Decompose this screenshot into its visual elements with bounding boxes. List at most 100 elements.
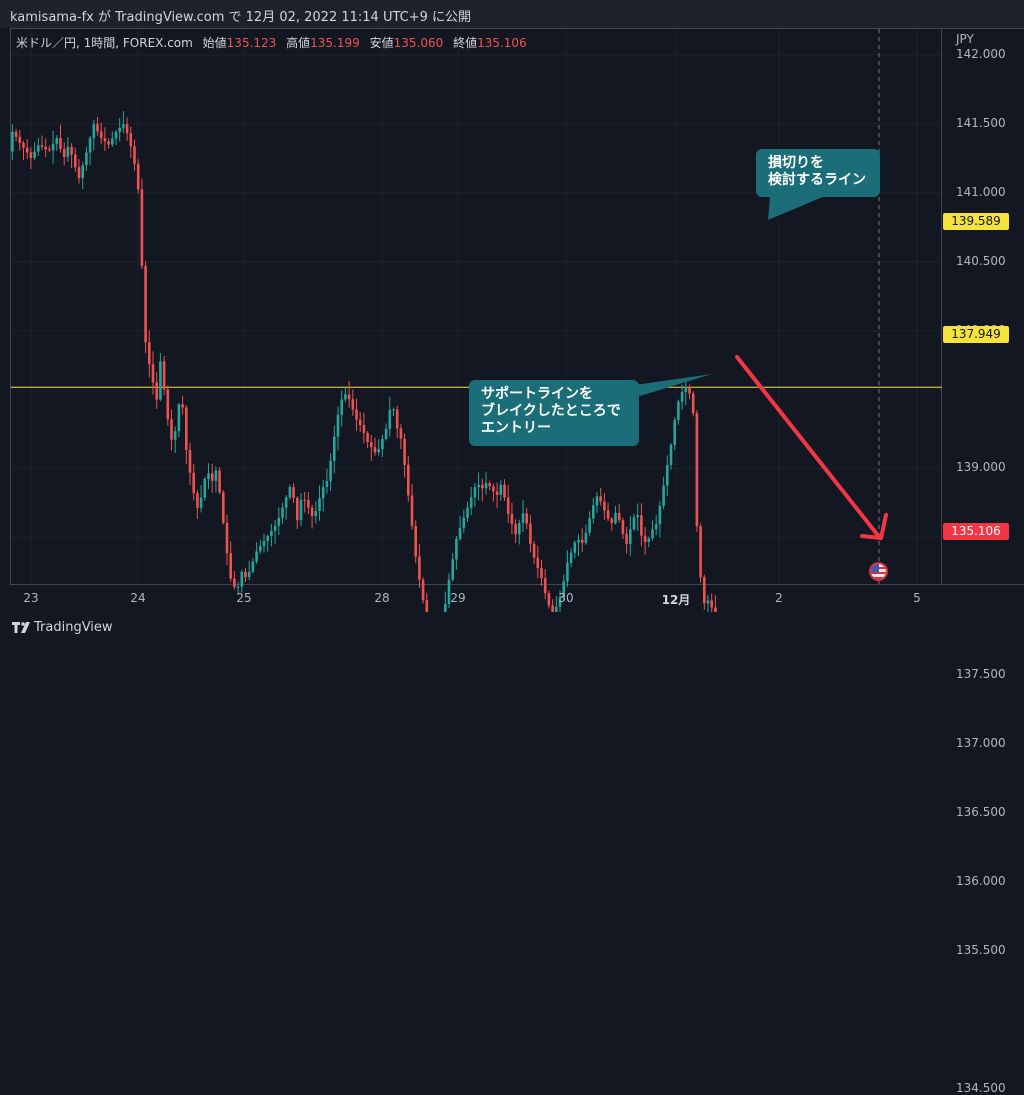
- callout-line: サポートラインを: [481, 386, 593, 402]
- candle-body: [192, 472, 195, 494]
- candle-body: [207, 473, 210, 479]
- candle-body: [373, 447, 377, 453]
- candle-body: [273, 525, 277, 531]
- candle-body: [703, 577, 706, 604]
- candle-body: [536, 557, 540, 568]
- down-arrow-head: [860, 513, 888, 540]
- tradingview-logo-icon: [12, 622, 30, 633]
- candle-body: [185, 407, 188, 451]
- candle-body: [148, 342, 151, 365]
- candle-body: [344, 394, 347, 400]
- candle-body: [399, 428, 403, 439]
- candle-body: [695, 413, 699, 527]
- close-value: 135.106: [477, 36, 527, 50]
- candle-body: [173, 431, 177, 440]
- candle-body: [451, 559, 454, 580]
- candle-body: [44, 146, 47, 150]
- candle-body: [170, 419, 173, 440]
- candle-body: [177, 404, 181, 432]
- candle-body: [325, 481, 329, 488]
- entry-callout[interactable]: サポートラインを ブレイクしたところで エントリー: [469, 380, 639, 446]
- candle-body: [510, 513, 514, 525]
- x-tick-label: 12月: [661, 593, 691, 607]
- candle-body: [351, 399, 355, 410]
- candle-body: [506, 497, 510, 514]
- candle-body: [662, 485, 665, 506]
- candles: [11, 110, 721, 643]
- candle-body: [621, 520, 625, 534]
- candle-body: [543, 578, 547, 594]
- plot-area[interactable]: [10, 28, 942, 585]
- candle-body: [355, 409, 358, 420]
- candle-body: [392, 409, 395, 411]
- candle-body: [666, 465, 669, 486]
- y-tick-label: 137.000: [956, 736, 1006, 750]
- candle-body: [529, 523, 532, 544]
- us-flag-icon[interactable]: [869, 562, 888, 581]
- open-label: 始値: [202, 36, 227, 50]
- close-label: 終値: [453, 36, 478, 50]
- candle-body: [199, 497, 203, 508]
- candle-body: [592, 505, 595, 519]
- candle-body: [425, 600, 429, 621]
- candle-body: [518, 522, 521, 535]
- candle-body: [347, 394, 351, 400]
- candle-body: [140, 189, 144, 266]
- candle-body: [136, 163, 140, 190]
- candle-body: [710, 600, 713, 608]
- candle-body: [629, 529, 632, 544]
- candle-body: [540, 567, 543, 579]
- candle-body: [688, 386, 691, 394]
- candle-body: [48, 149, 51, 151]
- candle-body: [85, 152, 88, 166]
- entry-callout-pointer: [628, 374, 712, 396]
- candle-body: [503, 484, 506, 498]
- publish-bar: kamisama-fx が TradingView.com で 12月 02, …: [0, 0, 1024, 28]
- candle-body: [377, 449, 380, 453]
- candle-body: [469, 497, 473, 508]
- grid-lines: [11, 29, 941, 584]
- candle-body: [551, 605, 554, 612]
- candle-body: [66, 146, 70, 157]
- candle-body: [562, 581, 565, 598]
- candle-body: [107, 141, 110, 145]
- candle-body: [222, 492, 225, 523]
- candle-body: [569, 552, 573, 563]
- callout-line: 損切りを: [768, 155, 824, 171]
- currency-label: JPY: [956, 32, 974, 46]
- candle-body: [488, 483, 491, 487]
- candle-body: [455, 538, 458, 560]
- y-tick-label: 137.500: [956, 667, 1006, 682]
- candle-body: [33, 151, 36, 159]
- candle-body: [680, 392, 684, 402]
- candle-body: [384, 428, 388, 439]
- callout-line: 検討するライン: [768, 172, 866, 188]
- candle-body: [151, 364, 155, 383]
- candle-body: [651, 529, 654, 539]
- stop-loss-callout[interactable]: 損切りを 検討するライン: [756, 149, 880, 197]
- candle-body: [421, 579, 425, 601]
- candle-body: [88, 138, 92, 153]
- candle-body: [573, 542, 577, 553]
- candle-body: [395, 409, 399, 429]
- candle-body: [247, 571, 251, 577]
- low-label: 安値: [369, 36, 394, 50]
- price-axis[interactable]: [942, 28, 1024, 585]
- candle-body: [122, 124, 125, 128]
- annotations: [628, 196, 888, 540]
- candle-body: [617, 513, 621, 521]
- candle-body: [547, 593, 551, 606]
- candle-body: [495, 491, 499, 495]
- candle-body: [555, 606, 558, 612]
- candle-body: [370, 442, 373, 448]
- publish-info: kamisama-fx が TradingView.com で 12月 02, …: [10, 10, 472, 25]
- candle-body: [62, 148, 66, 157]
- candle-body: [514, 524, 517, 535]
- candle-body: [410, 495, 414, 527]
- x-tick-label: 23: [23, 591, 39, 605]
- candle-body: [580, 539, 584, 543]
- candle-body: [270, 530, 273, 536]
- candle-body: [133, 146, 136, 164]
- candle-body: [240, 571, 244, 587]
- candle-body: [462, 517, 466, 528]
